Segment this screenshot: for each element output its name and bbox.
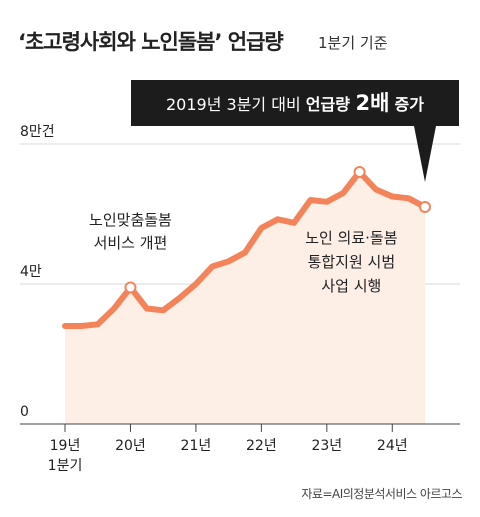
callout-box: 2019년 3분기 대비 언급량 2배 증가: [131, 80, 459, 182]
chart-title: ‘초고령사회와 노인돌봄’ 언급량: [18, 30, 284, 54]
highlight-markers: [124, 166, 431, 294]
annotation-line: 서비스 개편: [94, 234, 168, 252]
area-fill: [65, 172, 425, 424]
annotation-line: 노인 의료·돌봄: [305, 229, 397, 247]
callout-suffix: 증가: [395, 95, 425, 114]
point-marker: [419, 201, 431, 213]
annotation-line: 통합지원 시범: [308, 253, 396, 271]
series-line: [62, 169, 428, 329]
point-marker: [124, 281, 137, 294]
callout-prefix: 2019년 3분기 대비: [166, 95, 306, 114]
callout-background: [131, 80, 459, 126]
chart-subtitle: 1분기 기준: [318, 34, 388, 52]
callout-value: 2배: [356, 91, 390, 115]
callout-pointer: [414, 126, 436, 182]
point-marker: [353, 166, 366, 178]
x-tick-label: 22년: [246, 438, 277, 454]
y-tick-label: 8만건: [20, 124, 55, 140]
annotation-line: 노인맞춤돌봄: [89, 211, 172, 229]
x-tick-label: 21년: [181, 438, 212, 454]
y-tick-label: 0: [20, 404, 29, 420]
source-note: 자료=AI의정분석서비스 아르고스: [301, 487, 462, 501]
x-tick-label: 20년: [115, 438, 146, 454]
x-tick-label: 19년: [50, 438, 81, 454]
callout-emphasis: 언급량: [306, 95, 356, 114]
annotation-line: 사업 시행: [321, 277, 381, 295]
x-tick-label: 24년: [377, 438, 408, 454]
y-tick-label: 4만: [20, 264, 42, 280]
callout-text: 2019년 3분기 대비 언급량 2배 증가: [166, 91, 424, 115]
x-axis-ticks: 19년 1분기 20년 21년 22년 23년 24년: [48, 424, 408, 474]
x-tick-sublabel: 1분기: [48, 458, 83, 474]
x-tick-label: 23년: [311, 438, 342, 454]
y-axis-ticks: 0 4만 8만건: [20, 124, 55, 420]
